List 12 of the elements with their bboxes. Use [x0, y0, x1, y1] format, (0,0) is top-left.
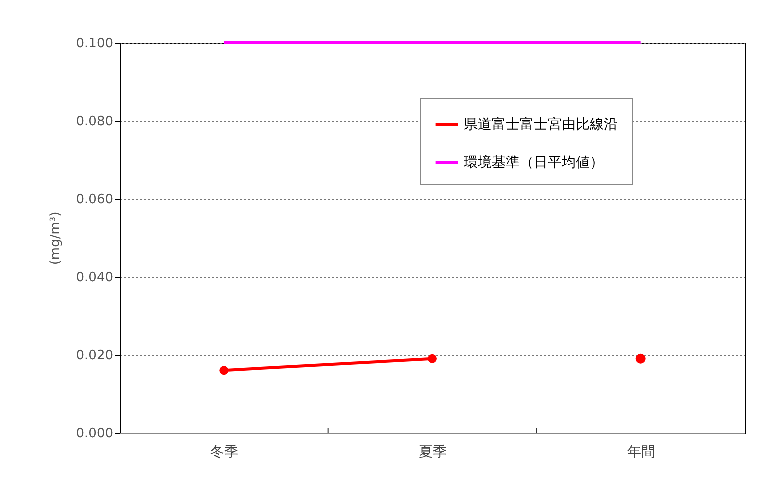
y-tick-label: 0.040 [76, 270, 114, 286]
legend-label: 環境基準（日平均値） [464, 155, 604, 171]
y-tick-label: 0.020 [76, 348, 114, 364]
x-tick-label: 年間 [627, 444, 656, 460]
y-axis-title: (mg/m³) [48, 212, 64, 266]
y-tick-label: 0.000 [76, 426, 114, 442]
y-tick-label: 0.100 [76, 36, 114, 52]
y-tick-label: 0.080 [76, 114, 114, 130]
legend-label: 県道富士富士宮由比線沿 [464, 117, 618, 133]
x-tick-label: 夏季 [419, 444, 447, 460]
x-tick-label: 冬季 [210, 444, 239, 460]
y-tick-label: 0.060 [76, 192, 114, 208]
